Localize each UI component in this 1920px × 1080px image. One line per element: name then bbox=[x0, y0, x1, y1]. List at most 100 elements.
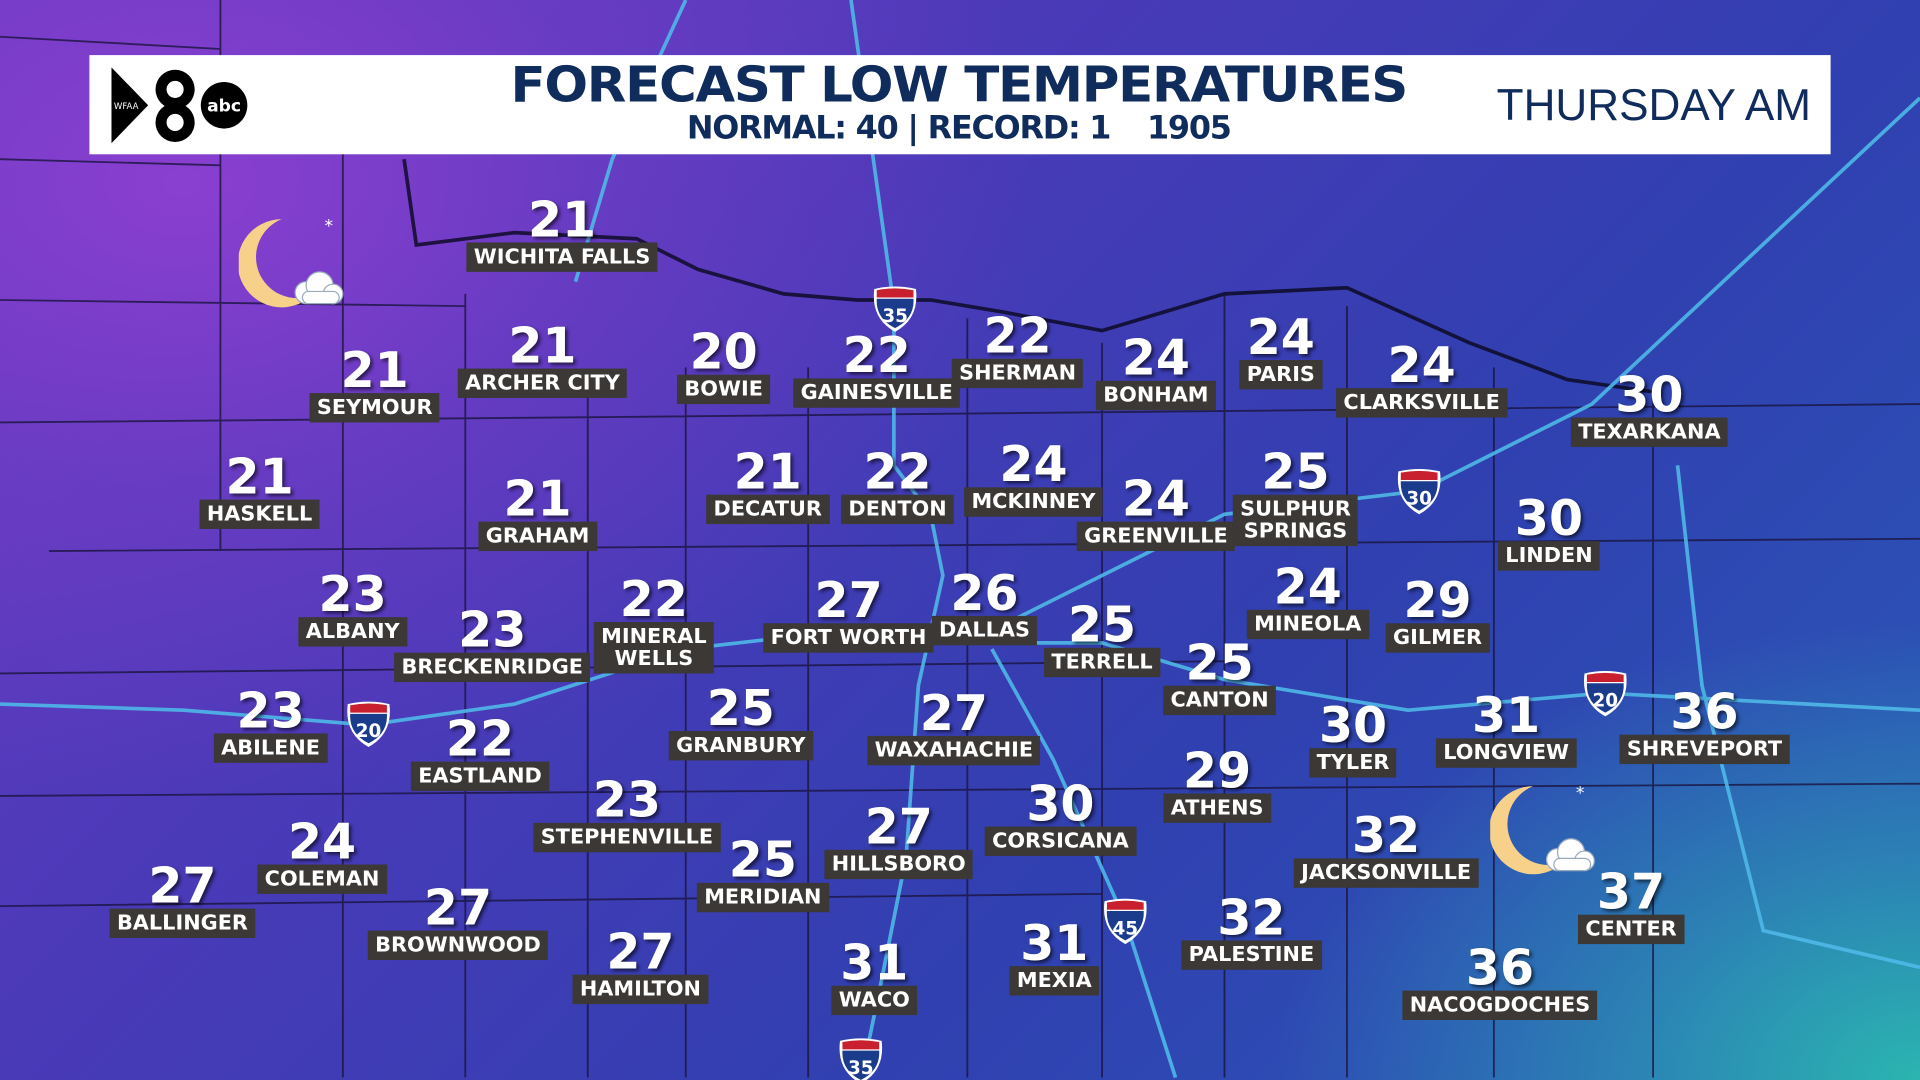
city-name: ATHENS bbox=[1163, 793, 1271, 823]
city-temp: 23 bbox=[236, 683, 305, 740]
city-temp: 36 bbox=[1670, 684, 1739, 741]
city-temp: 31 bbox=[840, 935, 909, 992]
city-name: BONHAM bbox=[1095, 380, 1216, 411]
city-marker: 24 BONHAM bbox=[1095, 330, 1216, 411]
city-marker: 29 ATHENS bbox=[1163, 743, 1271, 823]
city-temp: 26 bbox=[950, 565, 1019, 623]
city-temp: 25 bbox=[728, 832, 797, 889]
city-marker: 27 BALLINGER bbox=[109, 862, 256, 938]
city-name: WACO bbox=[831, 985, 918, 1016]
city-name: ARCHER CITY bbox=[457, 368, 628, 398]
interstate-shield-icon: 35 bbox=[839, 1038, 883, 1080]
city-marker: 23 STEPHENVILLE bbox=[533, 776, 721, 853]
city-temp: 31 bbox=[1020, 915, 1089, 973]
city-name: MEXIA bbox=[1009, 966, 1100, 996]
city-temp: 27 bbox=[606, 924, 675, 981]
city-temp: 24 bbox=[1121, 471, 1191, 528]
city-temp: 24 bbox=[1387, 337, 1456, 395]
moon-cloud-icon: * bbox=[238, 216, 344, 308]
city-marker: 24 GREENVILLE bbox=[1076, 471, 1236, 552]
svg-text:WFAA: WFAA bbox=[114, 102, 139, 112]
city-marker: 21 GRAHAM bbox=[478, 475, 597, 552]
city-name: TERRELL bbox=[1044, 647, 1161, 678]
city-name: ABILENE bbox=[213, 733, 328, 763]
city-name: MINEOLA bbox=[1246, 609, 1369, 640]
city-temp: 25 bbox=[1185, 635, 1254, 692]
city-marker: 31 WACO bbox=[831, 935, 918, 1016]
city-name: SHREVEPORT bbox=[1619, 734, 1790, 765]
record-year: 1905 bbox=[1146, 110, 1232, 147]
city-temp: 32 bbox=[1217, 890, 1286, 947]
city-name: LINDEN bbox=[1497, 541, 1601, 571]
city-temp: 22 bbox=[842, 328, 911, 385]
city-temp: 27 bbox=[919, 685, 988, 743]
city-marker: 22 EASTLAND bbox=[410, 715, 550, 792]
city-name: BALLINGER bbox=[109, 908, 256, 938]
city-temp: 21 bbox=[225, 449, 294, 506]
city-marker: 21 SEYMOUR bbox=[309, 347, 440, 423]
city-name: MCKINNEY bbox=[964, 487, 1103, 517]
city-name: COLEMAN bbox=[257, 864, 387, 894]
normal-record-text: NORMAL: 40 | RECORD: 1 bbox=[686, 110, 1112, 147]
interstate-number: 35 bbox=[848, 1058, 874, 1079]
city-marker: 30 LINDEN bbox=[1497, 495, 1601, 571]
city-temp: 30 bbox=[1615, 367, 1684, 424]
city-marker: 25 SULPHUR SPRINGS bbox=[1232, 444, 1359, 547]
city-name: CANTON bbox=[1163, 685, 1277, 716]
city-marker: 20 BOWIE bbox=[677, 328, 771, 405]
city-marker: 27 HILLSBORO bbox=[824, 803, 974, 880]
city-temp: 24 bbox=[1121, 330, 1191, 387]
city-name: WAXAHACHIE bbox=[867, 735, 1041, 766]
city-name: PALESTINE bbox=[1181, 940, 1322, 970]
city-temp: 23 bbox=[458, 602, 527, 659]
city-temp: 25 bbox=[1261, 444, 1330, 501]
city-temp: 32 bbox=[1352, 808, 1421, 865]
city-marker: 27 FORT WORTH bbox=[763, 577, 934, 653]
city-name: TYLER bbox=[1309, 748, 1397, 778]
city-marker: 30 TYLER bbox=[1309, 697, 1397, 778]
city-temp: 30 bbox=[1318, 697, 1388, 755]
city-marker: 29 GILMER bbox=[1385, 573, 1490, 653]
city-marker: 31 LONGVIEW bbox=[1435, 692, 1577, 768]
city-name: STEPHENVILLE bbox=[533, 822, 721, 853]
city-name: SEYMOUR bbox=[309, 393, 440, 423]
city-marker: 25 MERIDIAN bbox=[696, 832, 829, 913]
city-name: CLARKSVILLE bbox=[1336, 388, 1508, 418]
city-temp: 21 bbox=[527, 192, 597, 249]
city-temp: 25 bbox=[706, 680, 775, 738]
city-marker: 23 ABILENE bbox=[213, 683, 328, 763]
city-temp: 24 bbox=[999, 437, 1068, 494]
city-marker: 22 GAINESVILLE bbox=[793, 328, 961, 408]
city-name: HILLSBORO bbox=[824, 849, 974, 880]
city-temp: 24 bbox=[1273, 559, 1342, 616]
city-marker: 24 MCKINNEY bbox=[964, 441, 1103, 517]
city-marker: 27 WAXAHACHIE bbox=[867, 685, 1041, 766]
city-marker: 25 CANTON bbox=[1163, 635, 1277, 716]
interstate-shield-icon: 20 bbox=[347, 701, 390, 747]
normal-record: NORMAL: 40 | RECORD: 1 1905 bbox=[506, 110, 1412, 147]
interstate-shield-icon: 30 bbox=[1397, 468, 1441, 515]
moon-cloud-icon: * bbox=[1490, 783, 1595, 875]
city-name: BOWIE bbox=[677, 374, 771, 405]
city-temp: 30 bbox=[1026, 776, 1095, 833]
city-marker: 23 BRECKENRIDGE bbox=[394, 602, 591, 683]
city-name: JACKSONVILLE bbox=[1293, 858, 1479, 888]
city-name: DECATUR bbox=[706, 494, 830, 525]
city-temp: 29 bbox=[1403, 573, 1472, 630]
city-name: BROWNWOOD bbox=[367, 930, 549, 961]
city-marker: 24 CLARKSVILLE bbox=[1336, 337, 1508, 418]
city-name: GREENVILLE bbox=[1076, 521, 1236, 552]
city-marker: 36 SHREVEPORT bbox=[1619, 684, 1790, 765]
interstate-number: 20 bbox=[356, 721, 382, 742]
city-name: ALBANY bbox=[298, 617, 407, 647]
wfaa-abc-logo: abc WFAA bbox=[111, 67, 248, 144]
interstate-shield-icon: 45 bbox=[1104, 898, 1147, 945]
svg-text:*: * bbox=[324, 216, 333, 236]
city-temp: 29 bbox=[1183, 743, 1252, 800]
city-marker: 32 PALESTINE bbox=[1181, 890, 1322, 970]
city-marker: 37 CENTER bbox=[1577, 868, 1685, 945]
header-banner: abc WFAA FORECAST LOW TEMPERATURES NORMA… bbox=[89, 55, 1831, 155]
city-marker: 22 SHERMAN bbox=[951, 312, 1084, 389]
city-temp: 22 bbox=[619, 571, 688, 629]
